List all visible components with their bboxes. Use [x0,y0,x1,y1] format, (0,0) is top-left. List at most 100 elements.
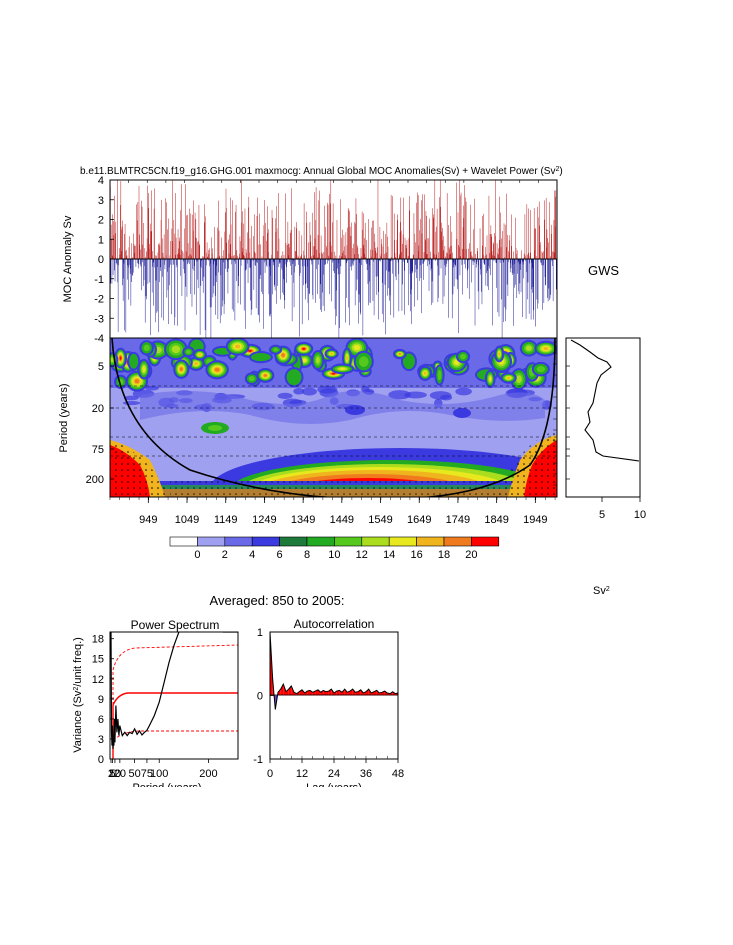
power-spectrum-x-tick-label: 75 [141,768,153,780]
autocorrelation-title: Autocorrelation [294,617,375,631]
autocorrelation-area [352,689,356,696]
sv2-label: Sv2 [593,585,610,597]
anomaly-y-tick-label: 2 [98,215,104,227]
wavelet-y-ticks: 5 20 75 200 [86,341,557,486]
colorbar-tick-label: 2 [222,549,228,561]
colorbar-swatch [443,536,472,547]
power-spectrum-x-tick-label: 10 [109,768,121,780]
autocorrelation-area [280,684,284,696]
power-spectrum-y-tick-label: 15 [92,654,104,666]
wavelet-x-tick-label: 1549 [368,514,392,526]
wavelet-blobs [110,338,557,412]
autocorrelation-area [366,689,369,696]
autocorrelation-area [278,689,281,696]
colorbar-tick-label: 0 [194,549,200,561]
anomaly-y-tick-label: -3 [94,313,104,325]
autocorrelation-line [269,631,399,710]
power-spectrum-y-tick-label: 18 [92,634,104,646]
power-spectrum-y-tick-label: 3 [98,734,104,746]
autocorrelation-y-tick-label: -1 [253,754,263,766]
power-spectrum-y-tick-label: 0 [98,754,104,766]
colorbar-tick-label: 8 [304,549,310,561]
power-spectrum-y-tick-label: 12 [92,674,104,686]
autocorrelation-area [363,691,366,696]
gws-x-tick-label: 5 [599,509,605,521]
anomaly-y-label: MOC Anomaly Sv [62,215,74,302]
colorbar-tick-label: 6 [277,549,283,561]
autocorrelation-area [326,691,329,696]
colorbar-tick-label: 12 [356,549,368,561]
wavelet-feature [208,425,222,431]
autocorrelation-x-tick-label: 48 [392,768,404,780]
colorbar-swatch [224,536,253,547]
wavelet-x-tick-label: 1949 [523,514,547,526]
colorbar-swatch [306,536,335,547]
autocorrelation-x-tick-label: 36 [360,768,372,780]
wavelet-x-tick-label: 1349 [291,514,315,526]
colorbar-swatch [334,536,363,547]
power-spectrum-y-tick-label: 9 [98,694,104,706]
power-spectrum-title: Power Spectrum [131,618,220,632]
averaged-title: Averaged: 850 to 2005: [210,593,345,608]
autocorrelation-area [336,690,340,696]
anomaly-y-tick-label: 4 [98,175,104,187]
autocorrelation-x-tick-label: 12 [296,768,308,780]
wavelet-x-ticks: 949 1049 1149 1249 1349 1449 1549 1649 1749 1849 1… [109,497,556,526]
power-spectrum-x-tick-label: 20 [114,768,126,780]
colorbar-swatch [197,536,226,547]
colorbar-swatch [388,536,417,547]
colorbar-swatch [471,536,500,547]
colorbar-tick-label: 18 [438,549,450,561]
chart-title: b.e11.BLMTRC5CN.f19_g16.GHG.001 maxmocg:… [80,166,563,178]
wavelet-frame [109,337,558,498]
autocorrelation-x-tick-label: 24 [328,768,340,780]
wavelet-y-tick-label: 20 [92,403,104,415]
anomaly-y-ticks: 4 3 2 1 0 -1 -2 -3 -4 [94,175,558,345]
autocorrelation-area [320,690,324,696]
autocorrelation-area [358,689,361,696]
autocorrelation-area [310,690,313,696]
power-spectrum-x-tick-label: 200 [199,768,217,780]
cone-of-influence [111,338,556,497]
power-spectrum-x-tick-label: 100 [150,768,168,780]
gws-panel: GWS 5 10 [565,263,646,521]
wavelet-feature [345,405,365,415]
colorbar-swatch [416,536,445,547]
autocorrelation-area [318,689,321,696]
colorbar: 0 2 4 6 8 10 12 14 16 18 20 [169,536,500,561]
power-spectrum-x-tick-label: 50 [128,768,140,780]
wavelet-panel: 5 20 75 200 949 1049 1149 1249 1349 1449 1549 1649… [58,337,558,526]
anomaly-y-tick-label: 1 [98,234,104,246]
power-spectrum-x-tick-label: 2 [108,768,114,780]
wavelet-x-tick-label: 1049 [175,514,199,526]
wavelet-y-tick-label: 5 [98,361,104,373]
autocorrelation-area [307,690,310,696]
colorbar-tick-label: 14 [383,549,395,561]
ci-upper-line [112,644,238,759]
autocorrelation-y-tick-label: 0 [257,691,263,703]
autocorrelation-area [299,689,302,696]
gws-frame [565,337,641,498]
colorbar-tick-label: 20 [465,549,477,561]
wavelet-y-label: Period (years) [58,383,70,452]
anomaly-panel: 4 3 2 1 0 -1 -2 -3 -4 MOC Anomaly Sv [62,175,558,345]
power-spectrum-x-tick-label: 5 [109,768,115,780]
power-spectrum-frame [109,631,239,760]
anomaly-y-tick-label: 0 [98,254,104,266]
gws-label: GWS [588,263,619,278]
autocorrelation-area [339,690,342,696]
red-noise-line [112,692,238,759]
wavelet-y-tick-label: 200 [86,474,104,486]
colorbar-swatch [361,536,390,547]
colorbar-tick-label: 4 [249,549,255,561]
wavelet-feature [453,408,471,418]
anomaly-y-tick-label: -1 [94,274,104,286]
autocorrelation-y-tick-label: 1 [257,627,263,639]
colorbar-tick-label: 16 [410,549,422,561]
autocorrelation-area [371,691,374,696]
wavelet-x-tick-label: 949 [139,514,157,526]
anomaly-bars [110,180,557,338]
